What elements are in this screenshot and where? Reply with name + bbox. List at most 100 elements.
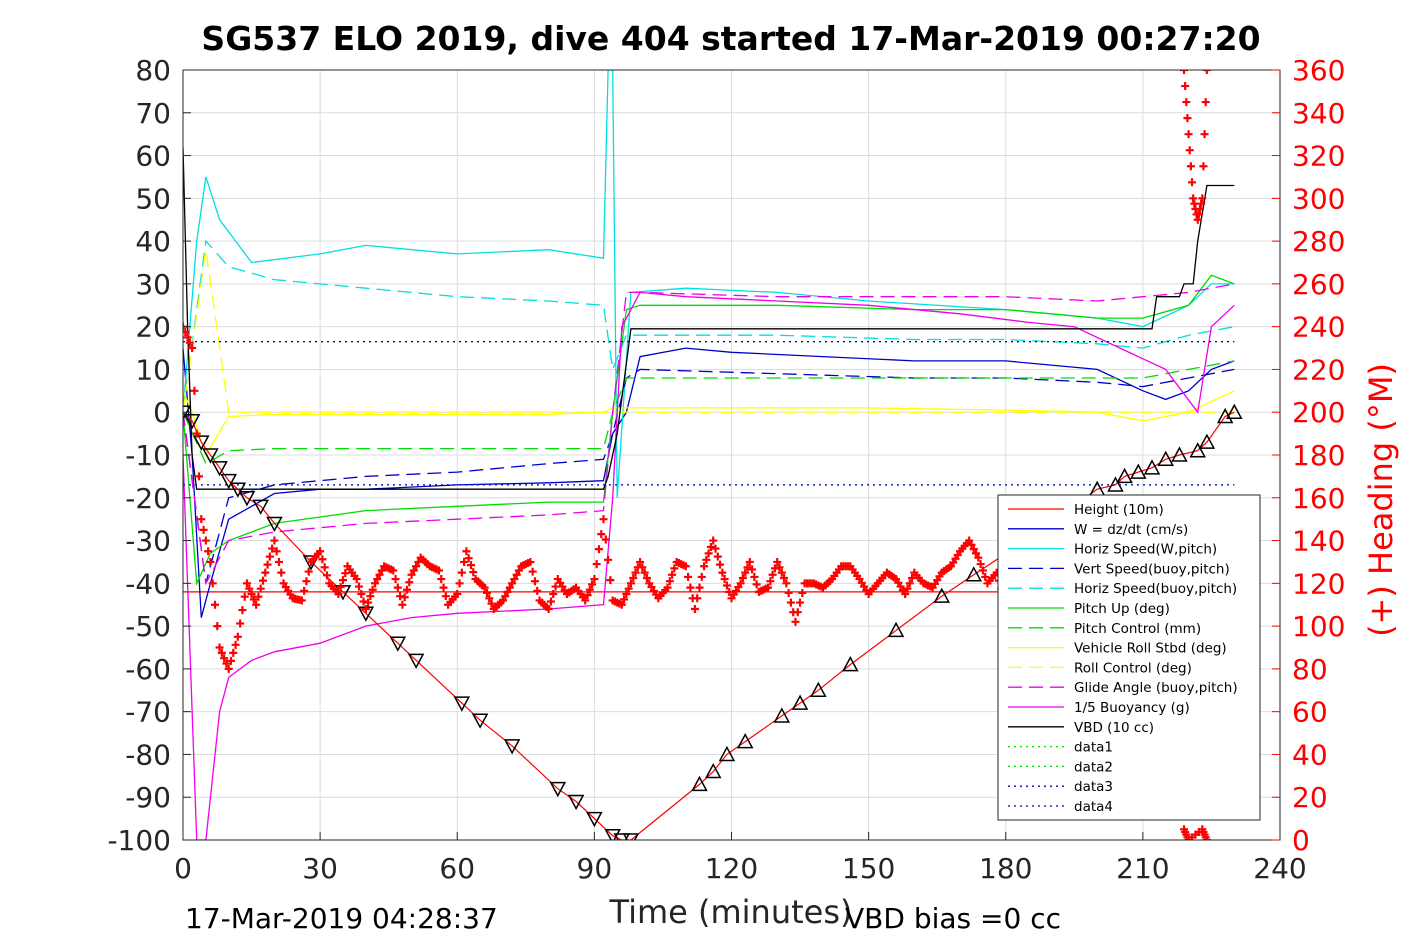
heading-marker [967, 540, 976, 549]
heading-marker [693, 594, 702, 603]
heading-marker [441, 592, 450, 601]
depth-marker [229, 482, 247, 498]
heading-marker [622, 590, 631, 599]
heading-marker [455, 579, 464, 588]
heading-marker [503, 587, 512, 596]
depth-marker [887, 621, 905, 638]
depth-marker [613, 833, 631, 840]
heading-marker [722, 581, 731, 590]
heading-marker [686, 583, 695, 592]
heading-marker [256, 584, 265, 593]
right-tick-label: 180 [1292, 439, 1345, 472]
heading-marker [617, 600, 626, 609]
footer-vbd-bias: VBD bias =0 cc [845, 902, 1061, 935]
depth-marker [1107, 476, 1124, 492]
heading-marker [434, 566, 443, 575]
depth-marker [202, 448, 219, 464]
heading-marker [1196, 205, 1205, 214]
right-tick-label: 140 [1292, 525, 1345, 558]
heading-marker [226, 656, 235, 665]
legend-label: Roll Control (deg) [1074, 660, 1192, 676]
heading-marker [197, 515, 206, 524]
heading-marker [1180, 70, 1189, 74]
heading-marker [638, 563, 647, 572]
right-tick-label: 240 [1292, 311, 1345, 344]
heading-marker [183, 328, 190, 337]
heading-marker [711, 544, 720, 553]
y-tick-label: -20 [125, 482, 171, 515]
heading-marker [512, 570, 521, 579]
x-tick-label: 90 [577, 852, 613, 885]
heading-marker [270, 536, 279, 545]
heading-marker [263, 560, 272, 569]
heading-marker [1194, 210, 1203, 219]
depth-marker [211, 461, 228, 477]
y-tick-label: -90 [125, 781, 171, 814]
heading-marker [784, 588, 793, 597]
heading-marker [206, 557, 215, 566]
heading-marker [322, 571, 331, 580]
heading-marker [462, 547, 471, 556]
heading-marker [549, 590, 558, 599]
heading-marker [599, 515, 608, 524]
series-vbd-10-cc [183, 146, 1235, 490]
heading-marker [1185, 146, 1194, 155]
heading-marker [265, 552, 274, 561]
heading-marker [588, 580, 597, 589]
x-tick-label: 0 [174, 852, 192, 885]
heading-marker [302, 577, 311, 586]
heading-marker [300, 586, 309, 595]
heading-marker [597, 530, 606, 539]
heading-marker [466, 561, 475, 570]
y-tick-label: 70 [135, 97, 171, 130]
heading-marker [377, 566, 386, 575]
legend-label: data4 [1074, 799, 1113, 815]
heading-marker [334, 590, 343, 599]
depth-marker [1143, 459, 1161, 475]
y-tick-label: 0 [153, 396, 171, 429]
heading-marker [366, 592, 375, 601]
x-tick-label: 60 [439, 852, 475, 885]
heading-marker [464, 554, 473, 563]
heading-marker [706, 542, 715, 551]
heading-marker [585, 585, 594, 594]
heading-marker [508, 579, 517, 588]
heading-marker [583, 591, 592, 600]
legend-label: data1 [1074, 740, 1113, 756]
heading-marker [1201, 98, 1210, 107]
heading-marker [373, 575, 382, 584]
depth-marker [266, 516, 283, 533]
heading-marker [702, 555, 711, 564]
heading-marker [213, 622, 222, 631]
heading-marker [501, 592, 510, 601]
heading-marker [1181, 82, 1190, 91]
heading-marker [903, 584, 912, 593]
heading-marker [1188, 178, 1197, 187]
x-tick-label: 120 [705, 852, 758, 885]
heading-marker [487, 599, 496, 608]
depth-marker [220, 473, 237, 490]
heading-marker [592, 560, 601, 569]
depth-marker [503, 739, 521, 755]
heading-marker [718, 568, 727, 577]
depth-marker [1130, 463, 1147, 479]
heading-marker [780, 573, 789, 582]
heading-marker [258, 576, 267, 585]
right-tick-label: 20 [1292, 781, 1328, 814]
heading-marker [631, 568, 640, 577]
heading-marker [412, 562, 421, 571]
heading-marker [745, 557, 754, 566]
heading-marker [1193, 215, 1202, 224]
heading-marker [1197, 199, 1206, 208]
series-vert-speed-buoy-pitch [183, 368, 1235, 584]
heading-marker [713, 552, 722, 561]
heading-marker [905, 579, 914, 588]
heading-marker [786, 598, 795, 607]
heading-marker [194, 472, 203, 481]
heading-marker [261, 568, 270, 577]
heading-marker [670, 564, 679, 573]
heading-marker [766, 577, 775, 586]
heading-marker [407, 570, 416, 579]
heading-marker [437, 575, 446, 584]
right-tick-label: 120 [1292, 567, 1345, 600]
